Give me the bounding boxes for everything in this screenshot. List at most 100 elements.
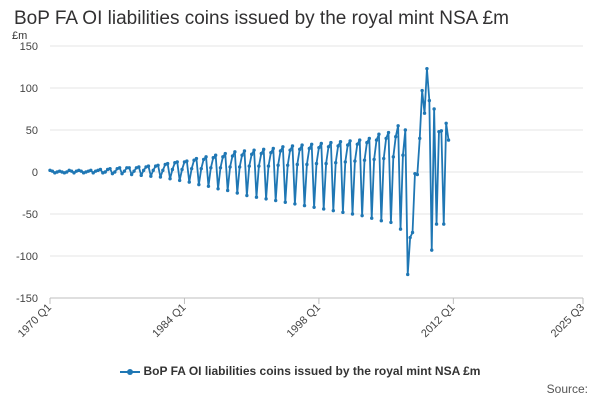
x-tick-label: 1984 Q1 [150, 302, 188, 340]
data-point [257, 164, 261, 168]
data-point [394, 135, 398, 139]
data-point [89, 168, 93, 173]
x-tick-label: 2025 Q3 [549, 302, 587, 340]
y-tick-label: -100 [16, 251, 38, 263]
data-point [305, 162, 309, 167]
data-point [177, 178, 182, 183]
data-point [331, 208, 336, 213]
y-tick-label: 0 [32, 167, 38, 179]
data-point [281, 145, 285, 149]
y-tick-label: -150 [16, 293, 38, 305]
data-point [326, 145, 331, 149]
data-point [245, 193, 249, 198]
data-point [209, 166, 213, 170]
data-point [269, 150, 273, 155]
data-point [314, 161, 319, 166]
data-point [175, 160, 179, 164]
data-point [266, 164, 271, 168]
data-point [310, 142, 314, 146]
data-point [264, 197, 268, 201]
data-point [403, 128, 408, 132]
data-point [137, 165, 141, 169]
data-point [319, 141, 323, 146]
data-point [386, 130, 391, 135]
data-point [276, 163, 280, 167]
data-point [192, 158, 196, 162]
data-point [129, 172, 134, 177]
data-point [127, 166, 131, 170]
data-point [307, 146, 311, 151]
data-point [439, 129, 444, 133]
data-point [434, 222, 439, 226]
data-point [401, 153, 405, 157]
data-point [252, 148, 256, 152]
data-point [165, 161, 170, 166]
x-tick-label: 1970 Q1 [16, 302, 54, 340]
data-point [367, 136, 372, 141]
data-point [389, 220, 393, 225]
data-point [139, 173, 143, 178]
y-tick-label: 50 [26, 125, 38, 137]
data-point [216, 187, 220, 191]
data-point [108, 166, 112, 171]
data-point [271, 146, 275, 151]
data-point [72, 171, 76, 175]
x-tick-label: 2012 Q1 [419, 302, 457, 340]
data-series [48, 66, 451, 277]
data-point [201, 157, 206, 162]
data-point [384, 136, 388, 141]
data-point [302, 203, 307, 208]
data-point [141, 168, 146, 173]
data-point [432, 107, 436, 111]
data-point [211, 156, 215, 160]
data-point [420, 88, 424, 93]
data-point [225, 188, 230, 193]
data-point [324, 161, 328, 166]
y-tick-label: 150 [20, 41, 38, 53]
data-point [370, 216, 374, 220]
data-point [213, 153, 218, 157]
data-point [237, 165, 242, 169]
legend[interactable]: BoP FA OI liabilities coins issued by th… [0, 364, 600, 378]
data-point [233, 150, 237, 154]
data-point [91, 171, 95, 175]
data-point [377, 132, 381, 136]
data-point [194, 156, 199, 161]
data-point [297, 147, 302, 152]
data-point [206, 184, 211, 188]
data-point [317, 145, 321, 150]
data-point [338, 140, 343, 144]
data-point [346, 143, 350, 147]
data-point [360, 213, 364, 218]
data-point [247, 164, 251, 168]
data-point [235, 191, 239, 195]
data-point [187, 180, 191, 184]
data-point [199, 166, 203, 171]
data-point [254, 195, 259, 199]
data-point [146, 164, 151, 168]
data-point [358, 138, 362, 142]
data-point [355, 142, 360, 146]
data-point [288, 148, 292, 152]
data-point [336, 144, 340, 148]
data-point [312, 205, 316, 209]
data-point [408, 235, 412, 240]
x-tick-label: 1998 Q1 [285, 302, 323, 340]
data-point [117, 166, 122, 170]
data-point [406, 272, 410, 277]
data-point [278, 149, 283, 153]
data-point [151, 168, 155, 173]
data-point [446, 138, 451, 142]
data-point [65, 170, 69, 174]
data-point [149, 174, 153, 178]
data-point [374, 138, 379, 142]
data-point [204, 155, 208, 159]
data-point [261, 147, 266, 152]
data-point [300, 143, 304, 147]
x-axis: 1970 Q1 1984 Q1 1998 Q1 2012 Q1 2025 Q3 [16, 298, 587, 340]
data-point [396, 124, 400, 128]
data-point [329, 140, 333, 145]
y-axis-ticks: 150 100 50 0 -50 -100 -150 [16, 41, 38, 305]
data-point [442, 222, 446, 226]
